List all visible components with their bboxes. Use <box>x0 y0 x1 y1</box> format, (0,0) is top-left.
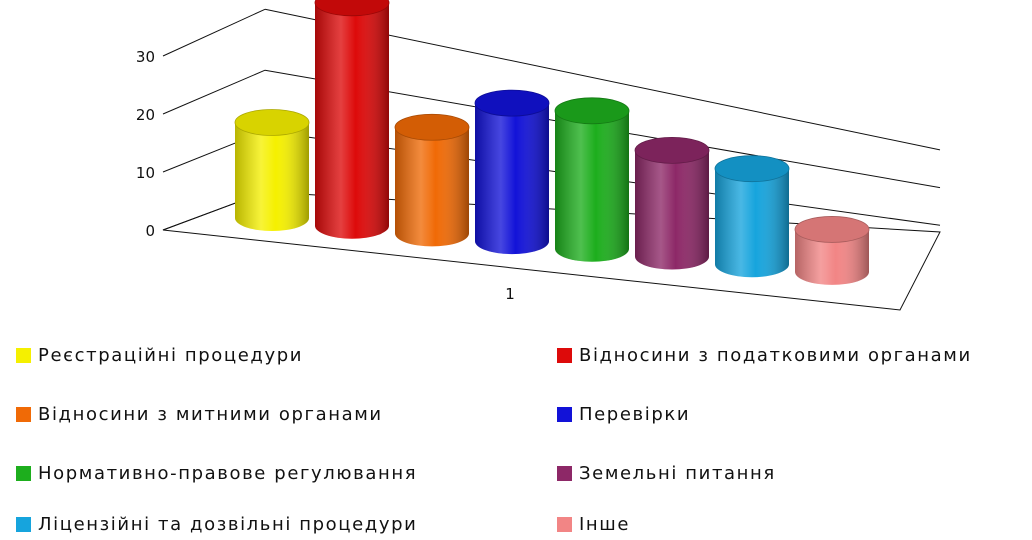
bar-cylinder <box>714 155 790 278</box>
legend-label: Перевірки <box>579 403 691 425</box>
legend-label: Земельні питання <box>579 462 776 484</box>
legend-item: Земельні питання <box>557 458 776 488</box>
bar-top <box>394 113 470 141</box>
legend-label: Реєстраційні процедури <box>38 344 304 366</box>
bar-cylinder <box>794 216 870 285</box>
bar-cylinder <box>394 113 470 247</box>
legend-item: Перевірки <box>557 399 690 429</box>
bar-shading <box>635 150 709 270</box>
legend-label: Інше <box>579 513 631 535</box>
legend-swatch <box>557 516 572 532</box>
legend-item: Нормативно-правове регулювання <box>16 458 417 488</box>
bar-cylinder <box>314 0 390 239</box>
chart-floor <box>162 191 941 311</box>
bar-cylinder <box>234 109 310 231</box>
bar-top <box>714 155 790 183</box>
bar-shading <box>715 168 789 278</box>
x-tick-label: 1 <box>505 285 515 303</box>
y-tick-label: 10 <box>136 164 155 182</box>
bar-shading <box>235 122 309 231</box>
legend-label: Відносини з податковими органами <box>579 344 972 366</box>
legend-swatch <box>16 465 31 481</box>
legend-swatch <box>557 347 572 363</box>
legend-swatch <box>557 465 572 481</box>
bar-top <box>314 0 390 17</box>
legend-item: Ліцензійні та дозвільні процедури <box>16 509 417 539</box>
legend-item: Інше <box>557 509 630 539</box>
gridline <box>162 69 266 115</box>
y-tick-label: 0 <box>145 222 155 240</box>
bar-shading <box>475 103 549 255</box>
legend-item: Відносини з податковими органами <box>557 340 972 370</box>
chart-area: 0 10 20 30 1 <box>136 0 941 311</box>
legend: Реєстраційні процедури Відносини з податк… <box>0 322 1032 540</box>
y-tick-label: 20 <box>136 106 155 124</box>
bar-top <box>474 89 550 117</box>
bar-chart-3d: 0 10 20 30 1 <box>136 0 941 311</box>
bar-shading <box>795 229 869 285</box>
bar-shading <box>555 110 629 262</box>
y-tick-label: 30 <box>136 48 155 66</box>
bar-cylinder <box>634 136 710 270</box>
bar-cylinder <box>474 89 550 255</box>
bar-top <box>634 136 710 164</box>
legend-label: Нормативно-правове регулювання <box>38 462 418 484</box>
legend-swatch <box>16 406 31 422</box>
bar-top <box>554 97 630 125</box>
legend-swatch <box>16 347 31 363</box>
gridline <box>162 8 266 57</box>
legend-swatch <box>557 406 572 422</box>
legend-swatch <box>16 516 31 532</box>
legend-label: Відносини з митними органами <box>38 403 383 425</box>
bar-shading <box>315 2 389 239</box>
legend-label: Ліцензійні та дозвільні процедури <box>38 513 418 535</box>
legend-item: Відносини з митними органами <box>16 399 383 429</box>
bar-top <box>234 109 310 136</box>
bar-shading <box>395 127 469 247</box>
legend-item: Реєстраційні процедури <box>16 340 303 370</box>
bar-cylinder <box>554 97 630 262</box>
bar-top <box>794 216 870 243</box>
